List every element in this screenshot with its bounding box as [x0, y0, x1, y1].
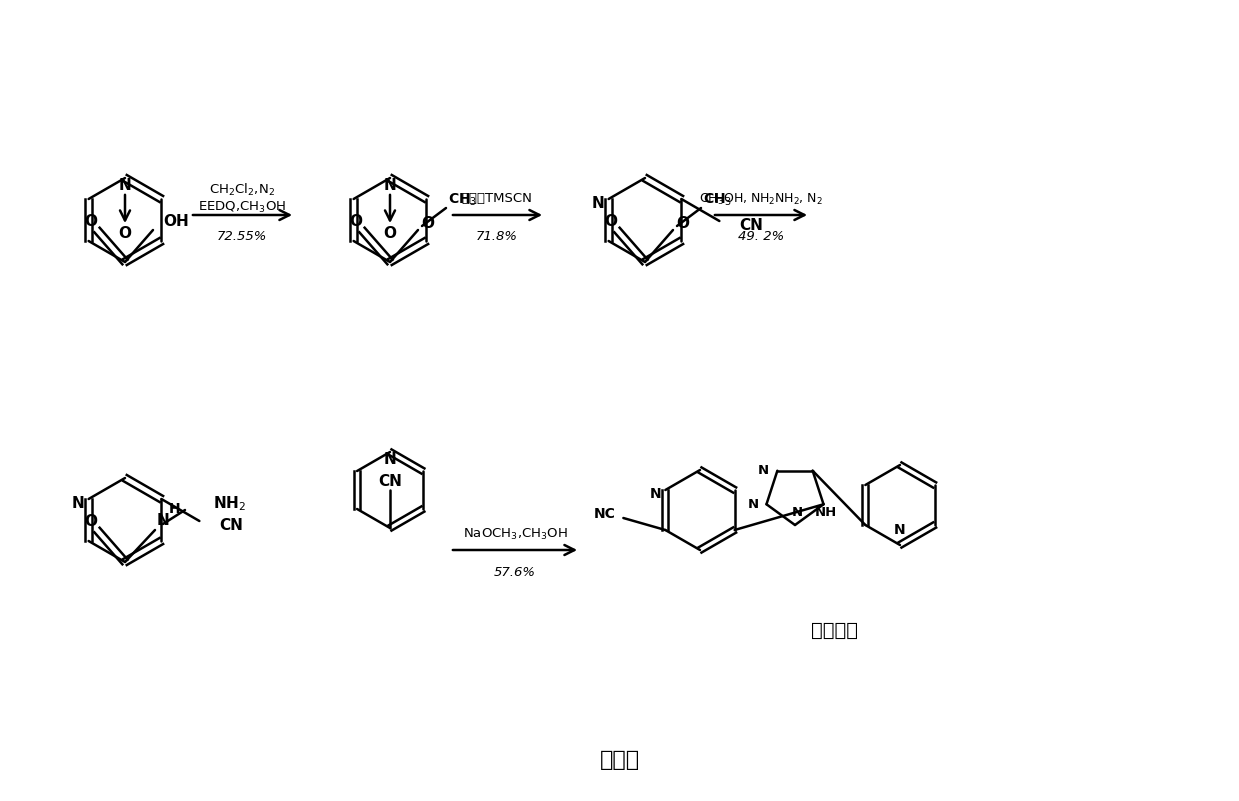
Text: N: N [895, 523, 906, 537]
Text: O: O [84, 215, 98, 230]
Text: 49. 2%: 49. 2% [738, 231, 784, 244]
Text: CN: CN [219, 517, 243, 533]
Text: NH: NH [815, 506, 838, 520]
Text: 72.55%: 72.55% [217, 231, 268, 244]
Text: 71.8%: 71.8% [476, 231, 518, 244]
Text: CH$_3$: CH$_3$ [703, 191, 732, 208]
Text: N: N [758, 465, 769, 477]
Text: H: H [169, 502, 181, 516]
Text: 托吡司他: 托吡司他 [812, 621, 859, 639]
Text: O: O [349, 215, 363, 230]
Text: O: O [119, 227, 131, 241]
Text: N: N [592, 195, 605, 211]
Text: N: N [119, 179, 131, 194]
Text: CH$_2$Cl$_2$,N$_2$: CH$_2$Cl$_2$,N$_2$ [209, 182, 275, 198]
Text: OH: OH [164, 215, 188, 230]
Text: N: N [384, 179, 396, 194]
Text: 57.6%: 57.6% [494, 566, 536, 578]
Text: CH$_3$: CH$_3$ [449, 191, 477, 208]
Text: O: O [384, 227, 396, 241]
Text: N: N [384, 453, 396, 468]
Text: CN: CN [378, 474, 401, 489]
Text: NH$_2$: NH$_2$ [213, 495, 247, 513]
Text: N: N [792, 506, 803, 520]
Text: N: N [649, 487, 662, 501]
Text: N: N [747, 497, 758, 511]
Text: CH$_3$OH, NH$_2$NH$_2$, N$_2$: CH$_3$OH, NH$_2$NH$_2$, N$_2$ [699, 191, 823, 207]
Text: O: O [421, 216, 434, 231]
Text: O: O [676, 216, 689, 231]
Text: 路线一: 路线一 [600, 750, 641, 770]
Text: NC: NC [593, 507, 616, 521]
Text: EEDQ,CH$_3$OH: EEDQ,CH$_3$OH [198, 199, 286, 215]
Text: NaOCH$_3$,CH$_3$OH: NaOCH$_3$,CH$_3$OH [462, 526, 567, 541]
Text: CN: CN [740, 218, 763, 232]
Text: N: N [72, 496, 84, 510]
Text: O: O [84, 514, 98, 529]
Text: N: N [157, 513, 170, 528]
Text: 乙腈，TMSCN: 乙腈，TMSCN [462, 192, 533, 206]
Text: O: O [605, 215, 617, 230]
